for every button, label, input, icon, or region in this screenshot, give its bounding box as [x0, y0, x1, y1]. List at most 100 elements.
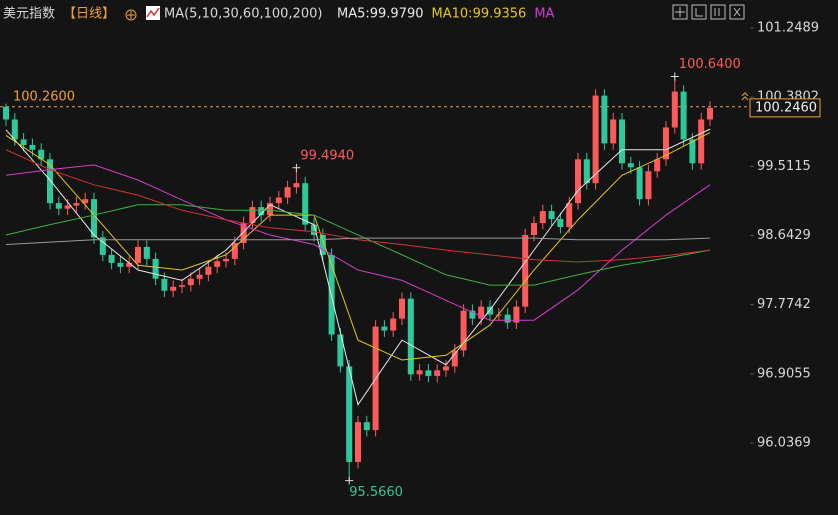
candle-body [671, 91, 678, 128]
ma-line [5, 128, 711, 406]
candle-body [187, 278, 194, 286]
candle-body [267, 203, 273, 216]
candle-body [557, 219, 564, 228]
candle-body [531, 223, 537, 235]
annotation-marker [345, 476, 354, 485]
candle-body [20, 139, 27, 145]
last-price-box [749, 98, 821, 118]
candle-body [99, 237, 106, 255]
candle-body [698, 119, 705, 164]
annotation-label: 99.4940 [300, 148, 354, 163]
candle-body [152, 258, 159, 279]
candle-body [548, 211, 555, 220]
candle-body [478, 306, 485, 319]
candle-body [179, 285, 185, 287]
ma-setting: MA(5,10,30,60,100,200) [164, 7, 322, 22]
candle-body [636, 167, 643, 200]
candle-body [55, 203, 62, 209]
y-tick-label: 101.2489 [757, 20, 819, 35]
candle-body [302, 183, 309, 225]
toolbar [672, 4, 745, 20]
annotation-marker [670, 72, 679, 81]
candle-body [82, 199, 89, 204]
candle-body [355, 422, 361, 462]
candle-body [407, 298, 414, 375]
y-tick-label: 97.7742 [757, 297, 811, 312]
candle-body [663, 127, 669, 160]
candle-body [117, 262, 124, 267]
annotation-label: 100.6400 [679, 57, 741, 72]
candle-body [610, 119, 617, 144]
candle-body [240, 223, 247, 243]
candle-body [223, 258, 229, 262]
candle-body [416, 370, 423, 375]
ma-label: MA5:99.9790 [337, 7, 424, 22]
candle-body [73, 203, 80, 206]
candle-body [425, 370, 432, 376]
candle-body [161, 278, 168, 291]
candle-body [469, 310, 476, 319]
candle-body [680, 91, 687, 140]
candle-body [575, 159, 581, 204]
annotation-marker [292, 163, 301, 172]
candle-body [399, 298, 405, 319]
candle-body [143, 246, 150, 259]
candle-body [495, 314, 502, 316]
candle-body [583, 159, 590, 184]
candle-body [363, 422, 370, 431]
candle-body [135, 246, 141, 263]
candle-body [451, 350, 458, 367]
y-tick-label: 98.6429 [757, 228, 811, 243]
candle-body [654, 159, 661, 172]
candle-body [249, 207, 256, 224]
candle-body [214, 261, 221, 267]
tool-button[interactable] [672, 4, 688, 20]
last-price-label: 100.2460 [755, 100, 817, 115]
candle-body [64, 205, 71, 209]
ma-line [5, 237, 711, 246]
ma-line [5, 132, 711, 361]
indicator-icon [146, 7, 160, 18]
candle-body [205, 266, 212, 275]
candle-body [108, 254, 115, 263]
candle-body [196, 274, 203, 279]
candle-body [275, 197, 282, 204]
ma-line [5, 204, 711, 286]
candle-body [170, 286, 177, 291]
tool-button[interactable] [710, 4, 726, 20]
y-tick-label: 96.9055 [757, 366, 811, 381]
candle-body [11, 119, 18, 140]
candle-body [434, 370, 441, 376]
candle-body [47, 159, 53, 204]
candle-body [460, 310, 467, 351]
period[interactable]: 【日线】 [63, 7, 115, 22]
candle-body [346, 366, 353, 462]
ma-line [5, 164, 711, 321]
tool-button[interactable] [729, 4, 745, 20]
y-tick-label: 96.0369 [757, 436, 811, 451]
annotation-label: 95.5660 [349, 485, 403, 500]
candle-body [284, 187, 291, 198]
candle-body [293, 183, 300, 188]
candle-body [627, 163, 634, 168]
candle-body [381, 326, 388, 331]
candle-body [3, 106, 9, 120]
candle-body [390, 318, 397, 331]
candle-body [311, 224, 317, 235]
ma-label: MA [534, 7, 554, 22]
candle-body [319, 234, 326, 255]
candle-body [513, 306, 520, 323]
candle-body [231, 242, 238, 259]
candle-body [504, 314, 511, 323]
tool-icon [675, 7, 741, 17]
candle-body [566, 203, 573, 228]
tool-button[interactable] [691, 4, 707, 20]
candle-body [522, 234, 529, 307]
candle-body [126, 262, 133, 267]
candle-body [539, 211, 546, 224]
add-icon[interactable] [125, 9, 137, 21]
candle-body [258, 207, 265, 216]
candle-body [91, 199, 97, 238]
candle-body [619, 119, 625, 164]
candle-body [29, 144, 36, 150]
